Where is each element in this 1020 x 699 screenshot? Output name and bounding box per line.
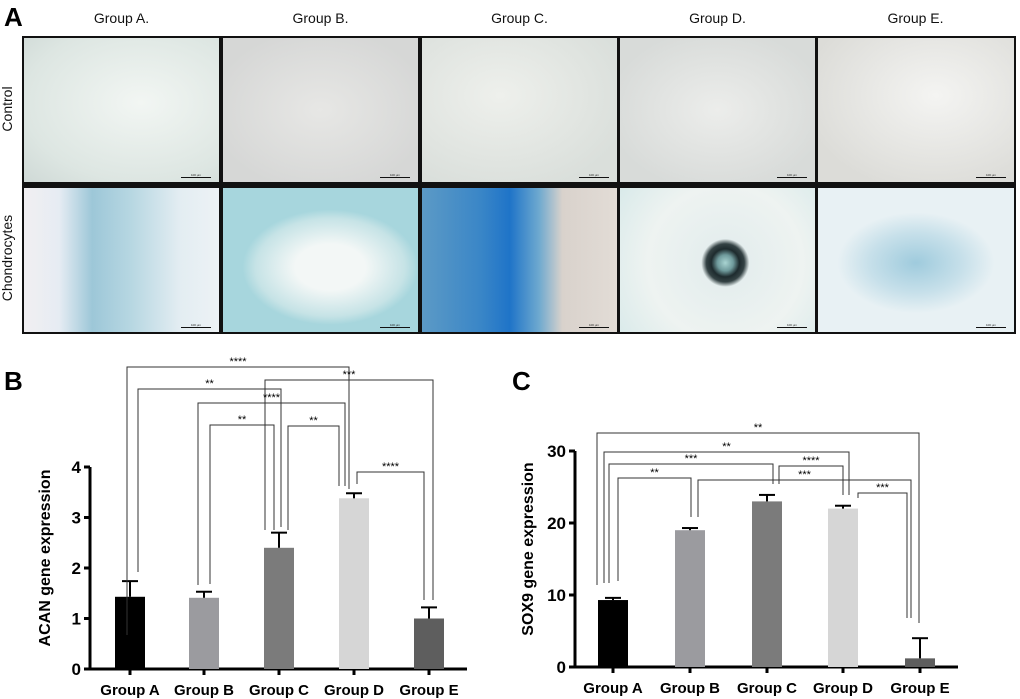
x-tick-label: Group B — [660, 680, 720, 697]
bar — [675, 530, 705, 667]
bar — [264, 547, 294, 669]
y-tick-label: 20 — [547, 514, 566, 533]
significance-bracket — [617, 477, 692, 581]
significance-bracket — [197, 402, 346, 585]
micrograph-control-group-c: 100 μm — [422, 38, 617, 182]
significance-label: ** — [309, 415, 318, 427]
y-tick-label: 4 — [72, 458, 82, 477]
bar — [598, 600, 628, 667]
y-tick-label: 30 — [547, 442, 566, 461]
significance-label: ** — [754, 422, 763, 434]
significance-label: *** — [685, 453, 699, 465]
bar — [189, 597, 219, 669]
significance-bracket — [209, 424, 275, 584]
column-title-group-b: Group B. — [292, 10, 349, 26]
x-tick-label: Group C — [737, 680, 797, 697]
micrograph-control-group-a: 100 μm — [24, 38, 219, 182]
y-tick-label: 0 — [72, 660, 81, 679]
y-tick-label: 1 — [72, 610, 81, 629]
significance-label: *** — [798, 469, 812, 481]
y-axis-label: ACAN gene expression — [37, 470, 54, 647]
scale-bar: 100 μm — [579, 323, 609, 328]
x-tick-label: Group E — [399, 682, 458, 699]
scale-bar: 100 μm — [579, 173, 609, 178]
significance-bracket — [287, 425, 340, 530]
x-tick-label: Group C — [249, 682, 309, 699]
significance-bracket — [356, 471, 425, 600]
y-tick-label: 0 — [557, 658, 566, 677]
micrograph-chondrocytes-group-c: 100 μm — [422, 188, 617, 332]
micrograph-control-group-e: 100 μm — [818, 38, 1014, 182]
micrograph-control-group-d: 100 μm — [620, 38, 815, 182]
significance-bracket — [596, 432, 920, 623]
bar — [905, 658, 935, 667]
significance-label: ** — [722, 441, 731, 453]
micrograph-chondrocytes-group-e: 100 μm — [818, 188, 1014, 332]
significance-bracket — [608, 463, 774, 583]
micrograph-chondrocytes-group-b: 100 μm — [223, 188, 418, 332]
bar — [752, 501, 782, 667]
column-title-group-e: Group E. — [887, 10, 944, 26]
column-title-group-d: Group D. — [689, 10, 746, 26]
significance-label: ** — [650, 467, 659, 479]
significance-bracket — [603, 451, 850, 583]
scale-bar: 100 μm — [777, 173, 807, 178]
bar — [414, 618, 444, 669]
x-tick-label: Group A — [583, 680, 643, 697]
scale-bar: 100 μm — [181, 173, 211, 178]
significance-label: **** — [382, 461, 400, 473]
bar — [828, 508, 858, 667]
scale-bar: 100 μm — [380, 173, 410, 178]
significance-bracket — [697, 479, 912, 618]
panel-c-letter: C — [512, 366, 531, 396]
significance-bracket — [857, 492, 908, 618]
micrograph-control-group-b: 100 μm — [223, 38, 418, 182]
scale-bar: 100 μm — [380, 323, 410, 328]
y-tick-label: 2 — [72, 559, 81, 578]
scale-bar: 100 μm — [976, 323, 1006, 328]
significance-label: *** — [876, 482, 890, 494]
significance-label: **** — [802, 455, 820, 467]
scale-bar: 100 μm — [976, 173, 1006, 178]
significance-label: **** — [229, 356, 247, 368]
scale-bar: 100 μm — [777, 323, 807, 328]
panel-b-letter: B — [4, 366, 23, 396]
x-tick-label: Group E — [890, 680, 949, 697]
micrograph-grid: 100 μm 100 μm 100 μm 100 μm 100 μm 100 μ… — [22, 36, 1016, 334]
x-tick-label: Group D — [813, 680, 873, 697]
y-tick-label: 3 — [72, 509, 81, 528]
x-tick-label: Group D — [324, 682, 384, 699]
panel-a-letter: A — [4, 2, 23, 32]
micrograph-chondrocytes-group-d: 100 μm — [620, 188, 815, 332]
bar — [339, 498, 369, 669]
significance-bracket — [264, 379, 434, 600]
column-title-group-c: Group C. — [491, 10, 548, 26]
x-tick-label: Group B — [174, 682, 234, 699]
significance-label: *** — [343, 369, 357, 381]
x-tick-label: Group A — [100, 682, 160, 699]
bar — [115, 596, 145, 669]
significance-bracket — [137, 388, 282, 572]
micrograph-chondrocytes-group-a: 100 μm — [24, 188, 219, 332]
y-axis-label: SOX9 gene expression — [520, 462, 537, 635]
significance-label: **** — [263, 392, 281, 404]
significance-label: ** — [205, 378, 214, 390]
y-tick-label: 10 — [547, 586, 566, 605]
column-title-group-a: Group A. — [93, 10, 150, 26]
scale-bar: 100 μm — [181, 323, 211, 328]
significance-label: ** — [238, 414, 247, 426]
significance-bracket — [126, 366, 350, 635]
